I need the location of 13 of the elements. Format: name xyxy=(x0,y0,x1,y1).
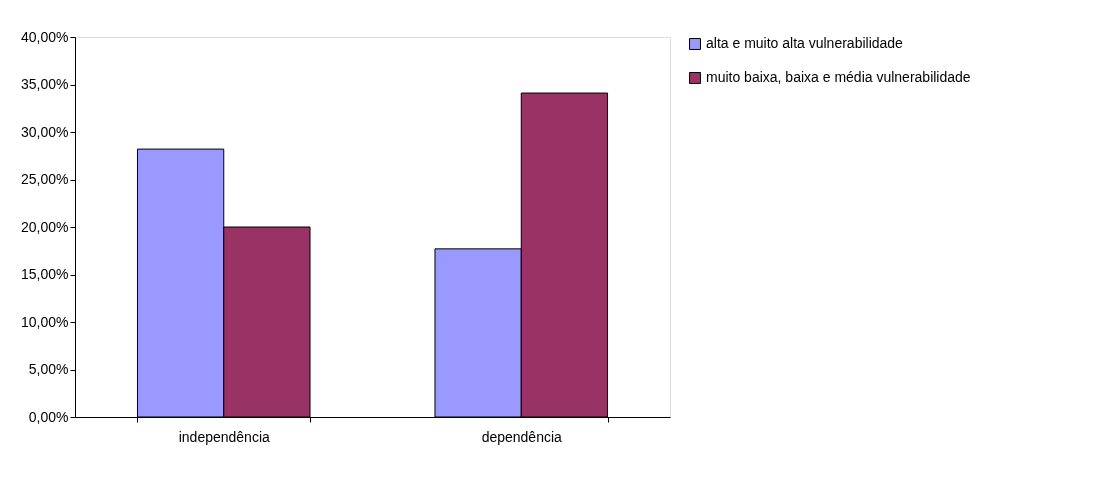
y-tick-label: 35,00% xyxy=(21,76,69,92)
y-tick-label: 15,00% xyxy=(21,266,69,282)
x-tick-label: dependência xyxy=(481,428,563,445)
y-tick-label: 25,00% xyxy=(21,171,69,187)
y-tick-label: 5,00% xyxy=(28,361,69,377)
x-tick-label: independência xyxy=(178,428,270,445)
legend-label: muito baixa, baixa e média vulnerabilidade xyxy=(706,69,971,85)
y-tick-label: 0,00% xyxy=(28,408,69,425)
y-tick-label: 10,00% xyxy=(21,313,69,330)
y-tick-label: 40,00% xyxy=(21,28,69,45)
y-tick-label: 20,00% xyxy=(21,218,69,235)
legend-label: alta e muito alta vulnerabilidade xyxy=(706,35,904,51)
y-tick-label: 30,00% xyxy=(21,123,69,140)
